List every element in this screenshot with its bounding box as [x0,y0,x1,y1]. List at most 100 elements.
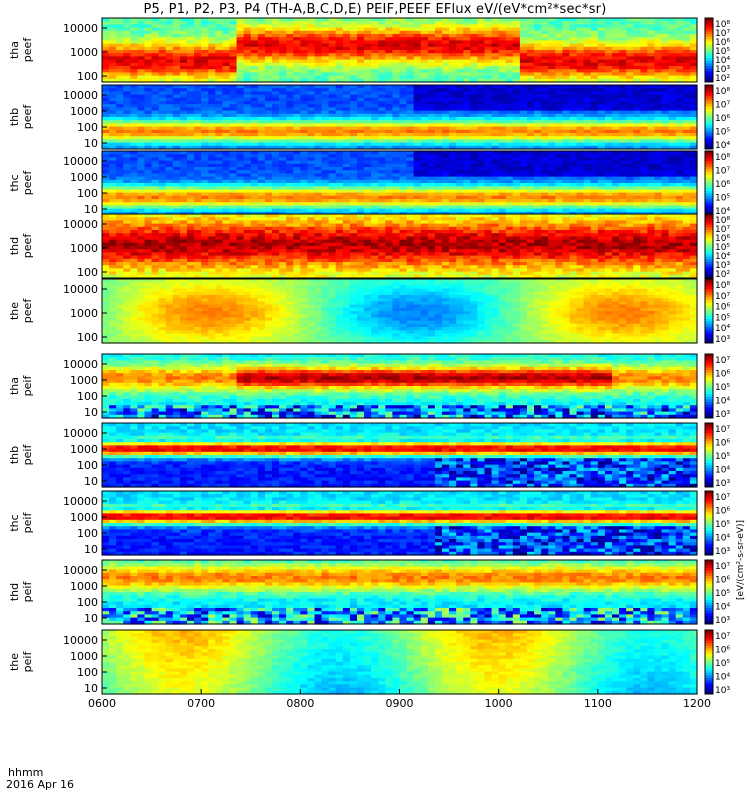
spectrogram-cell [626,62,634,67]
spectrogram-cell [307,110,316,115]
spectrogram-cell [286,142,294,147]
spectrogram-cell [604,21,613,25]
spectrogram-cell [548,46,556,51]
spectrogram-cell [179,142,188,147]
spectrogram-cell [477,129,486,134]
spectrogram-cell [399,21,408,25]
spectrogram-cell [144,126,153,131]
spectrogram-cell [668,37,677,41]
spectrogram-cell [413,59,422,64]
spectrogram-cell [470,117,479,121]
spectrogram-cell [491,53,500,57]
spectrogram-cell [116,72,124,77]
spectrogram-cell [477,139,486,144]
spectrogram-cell [541,43,549,48]
spectrogram-cell [144,123,153,128]
spectrogram-cell [434,50,443,54]
spectrogram-cell [279,30,287,35]
spectrogram-cell [321,21,330,25]
spectrogram-cell [392,78,401,83]
spectrogram-cell [321,97,330,102]
spectrogram-cell [194,18,202,22]
spectrogram-cell [449,59,457,64]
spectrogram-cell [243,120,252,124]
spectrogram-cell [307,24,316,29]
spectrogram-cell [172,88,181,92]
spectrogram-cell [682,46,691,51]
spectrogram-cell [590,40,599,45]
spectrogram-cell [456,107,464,112]
spectrogram-cell [335,142,344,147]
spectrogram-cell [257,40,266,45]
spectrogram-cell [576,78,585,83]
spectrogram-cell [675,66,684,70]
spectrogram-cell [201,34,209,38]
spectrogram-cell [349,107,358,112]
spectrogram-cell [427,126,436,131]
spectrogram-cell [229,34,238,38]
spectrogram-cell [498,69,507,73]
spectrogram-cell [463,97,471,102]
spectrogram-cell [505,34,514,38]
spectrogram-cell [349,72,358,77]
spectrogram-cell [442,62,450,67]
spectrogram-cell [385,88,394,92]
spectrogram-cell [293,123,301,128]
spectrogram-cell [647,40,656,45]
spectrogram-cell [583,34,592,38]
spectrogram-cell [321,110,330,115]
spectrogram-cell [619,72,627,77]
spectrogram-cell [137,59,146,64]
spectrogram-cell [612,21,620,25]
spectrogram-cell [491,113,500,118]
spectrogram-cell [342,62,351,67]
spectrogram-cell [151,117,160,121]
spectrogram-cell [194,104,202,108]
spectrogram-cell [194,136,202,140]
spectrogram-cell [109,91,117,96]
spectrogram-cell [612,59,620,64]
spectrogram-cell [179,136,188,140]
spectrogram-cell [364,133,372,137]
spectrogram-cell [633,69,641,73]
spectrogram-cell [137,139,146,144]
spectrogram-cell [179,21,188,25]
spectrogram-cell [116,85,124,89]
spectrogram-cell [321,37,330,41]
spectrogram-cell [293,139,301,144]
spectrogram-cell [264,129,273,134]
spectrogram-cell [477,56,486,61]
spectrogram-cell [194,27,202,32]
spectrogram-cell [604,72,613,77]
spectrogram-cell [420,104,429,108]
spectrogram-cell [208,56,216,61]
spectrogram-cell [357,139,365,144]
spectrogram-cell [314,59,323,64]
spectrogram-cell [321,88,330,92]
spectrogram-cell [619,69,627,73]
spectrogram-cell [307,46,316,51]
spectrogram-cell [172,72,181,77]
spectrogram-cell [434,30,443,35]
spectrogram-cell [378,142,386,147]
spectrogram-cell [342,126,351,131]
spectrogram-cell [434,142,443,147]
spectrogram-cell [215,123,224,128]
spectrogram-cell [512,46,521,51]
spectrogram-cell [612,27,620,32]
spectrogram-cell [328,72,337,77]
spectrogram-cell [328,110,337,115]
spectrogram-cell [137,126,146,131]
spectrogram-cell [604,46,613,51]
spectrogram-cell [179,50,188,54]
spectrogram-cell [229,43,238,48]
spectrogram-cell [491,94,500,99]
spectrogram-cell [165,97,174,102]
spectrogram-cell [392,62,401,67]
spectrogram-cell [385,69,394,73]
spectrogram-cell [385,139,394,144]
spectrogram-cell [250,113,259,118]
spectrogram-cell [229,91,238,96]
spectrogram-cell [463,34,471,38]
spectrogram-cell [194,139,202,144]
